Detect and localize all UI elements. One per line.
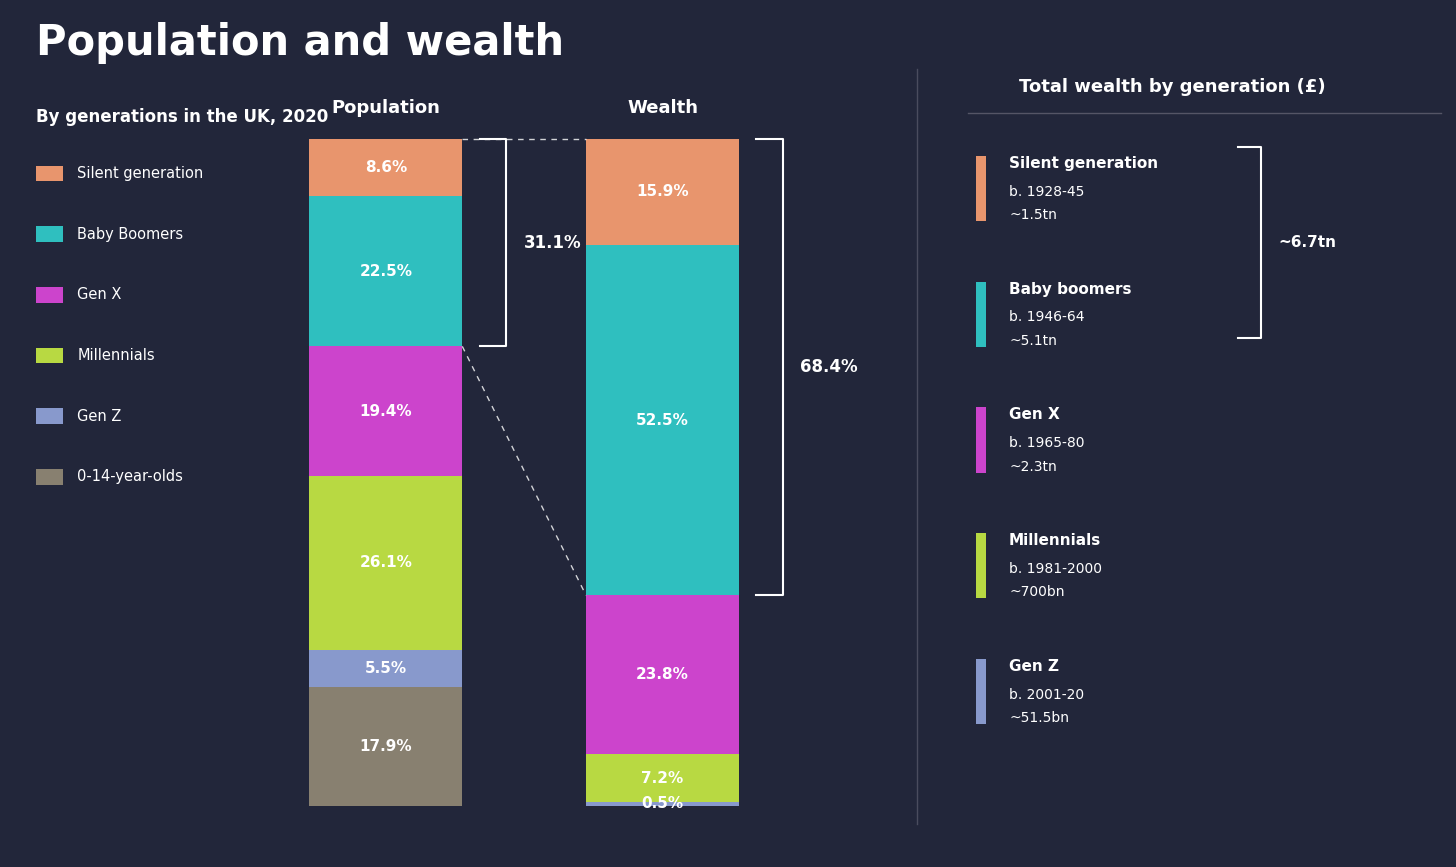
Text: Silent generation: Silent generation: [77, 166, 204, 181]
Bar: [36, 348, 63, 363]
Bar: [310, 196, 463, 346]
Text: Gen Z: Gen Z: [1009, 659, 1059, 674]
Text: ~51.5bn: ~51.5bn: [1009, 711, 1069, 725]
Text: 5.5%: 5.5%: [365, 661, 406, 676]
Text: ~1.5tn: ~1.5tn: [1009, 208, 1057, 222]
Bar: [310, 476, 463, 650]
Bar: [587, 244, 740, 596]
Bar: [976, 156, 986, 221]
Text: Total wealth by generation (£): Total wealth by generation (£): [1019, 78, 1326, 96]
Bar: [587, 802, 740, 805]
Text: 26.1%: 26.1%: [360, 556, 412, 570]
Bar: [310, 139, 463, 196]
Bar: [36, 226, 63, 242]
Text: Population: Population: [332, 99, 440, 117]
Text: Gen X: Gen X: [77, 287, 121, 303]
Text: ~700bn: ~700bn: [1009, 585, 1064, 599]
Bar: [976, 533, 986, 598]
Text: By generations in the UK, 2020: By generations in the UK, 2020: [36, 108, 329, 127]
Text: b. 1981-2000: b. 1981-2000: [1009, 562, 1102, 576]
Text: Baby Boomers: Baby Boomers: [77, 226, 183, 242]
Bar: [976, 282, 986, 347]
Text: Wealth: Wealth: [628, 99, 697, 117]
Text: ~5.1tn: ~5.1tn: [1009, 334, 1057, 348]
Bar: [587, 754, 740, 802]
Text: ~2.3tn: ~2.3tn: [1009, 460, 1057, 473]
Bar: [976, 407, 986, 473]
Text: Millennials: Millennials: [1009, 533, 1101, 548]
Text: 7.2%: 7.2%: [641, 771, 684, 786]
Text: 15.9%: 15.9%: [636, 185, 689, 199]
Text: Millennials: Millennials: [77, 348, 154, 363]
Text: 8.6%: 8.6%: [364, 160, 408, 175]
Bar: [36, 469, 63, 485]
Bar: [36, 287, 63, 303]
Text: 52.5%: 52.5%: [636, 413, 689, 427]
Bar: [976, 659, 986, 724]
Text: Silent generation: Silent generation: [1009, 156, 1158, 171]
Bar: [587, 139, 740, 244]
Text: 0-14-year-olds: 0-14-year-olds: [77, 469, 183, 485]
Text: ~6.7tn: ~6.7tn: [1278, 235, 1337, 251]
Text: Gen X: Gen X: [1009, 407, 1060, 422]
Text: 0.5%: 0.5%: [642, 797, 683, 812]
Text: 68.4%: 68.4%: [801, 358, 858, 376]
Text: 31.1%: 31.1%: [524, 233, 581, 251]
Bar: [36, 166, 63, 181]
Bar: [36, 408, 63, 424]
Text: 17.9%: 17.9%: [360, 739, 412, 754]
Bar: [310, 346, 463, 476]
Text: b. 1946-64: b. 1946-64: [1009, 310, 1085, 324]
Text: Population and wealth: Population and wealth: [36, 22, 565, 63]
Bar: [310, 687, 463, 806]
Text: b. 1928-45: b. 1928-45: [1009, 185, 1085, 199]
Text: 19.4%: 19.4%: [360, 404, 412, 419]
Bar: [310, 650, 463, 687]
Text: b. 1965-80: b. 1965-80: [1009, 436, 1085, 450]
Text: Baby boomers: Baby boomers: [1009, 282, 1131, 297]
Text: 22.5%: 22.5%: [360, 264, 412, 278]
Text: Gen Z: Gen Z: [77, 408, 121, 424]
Bar: [587, 596, 740, 754]
Text: 23.8%: 23.8%: [636, 668, 689, 682]
Text: b. 2001-20: b. 2001-20: [1009, 688, 1085, 701]
